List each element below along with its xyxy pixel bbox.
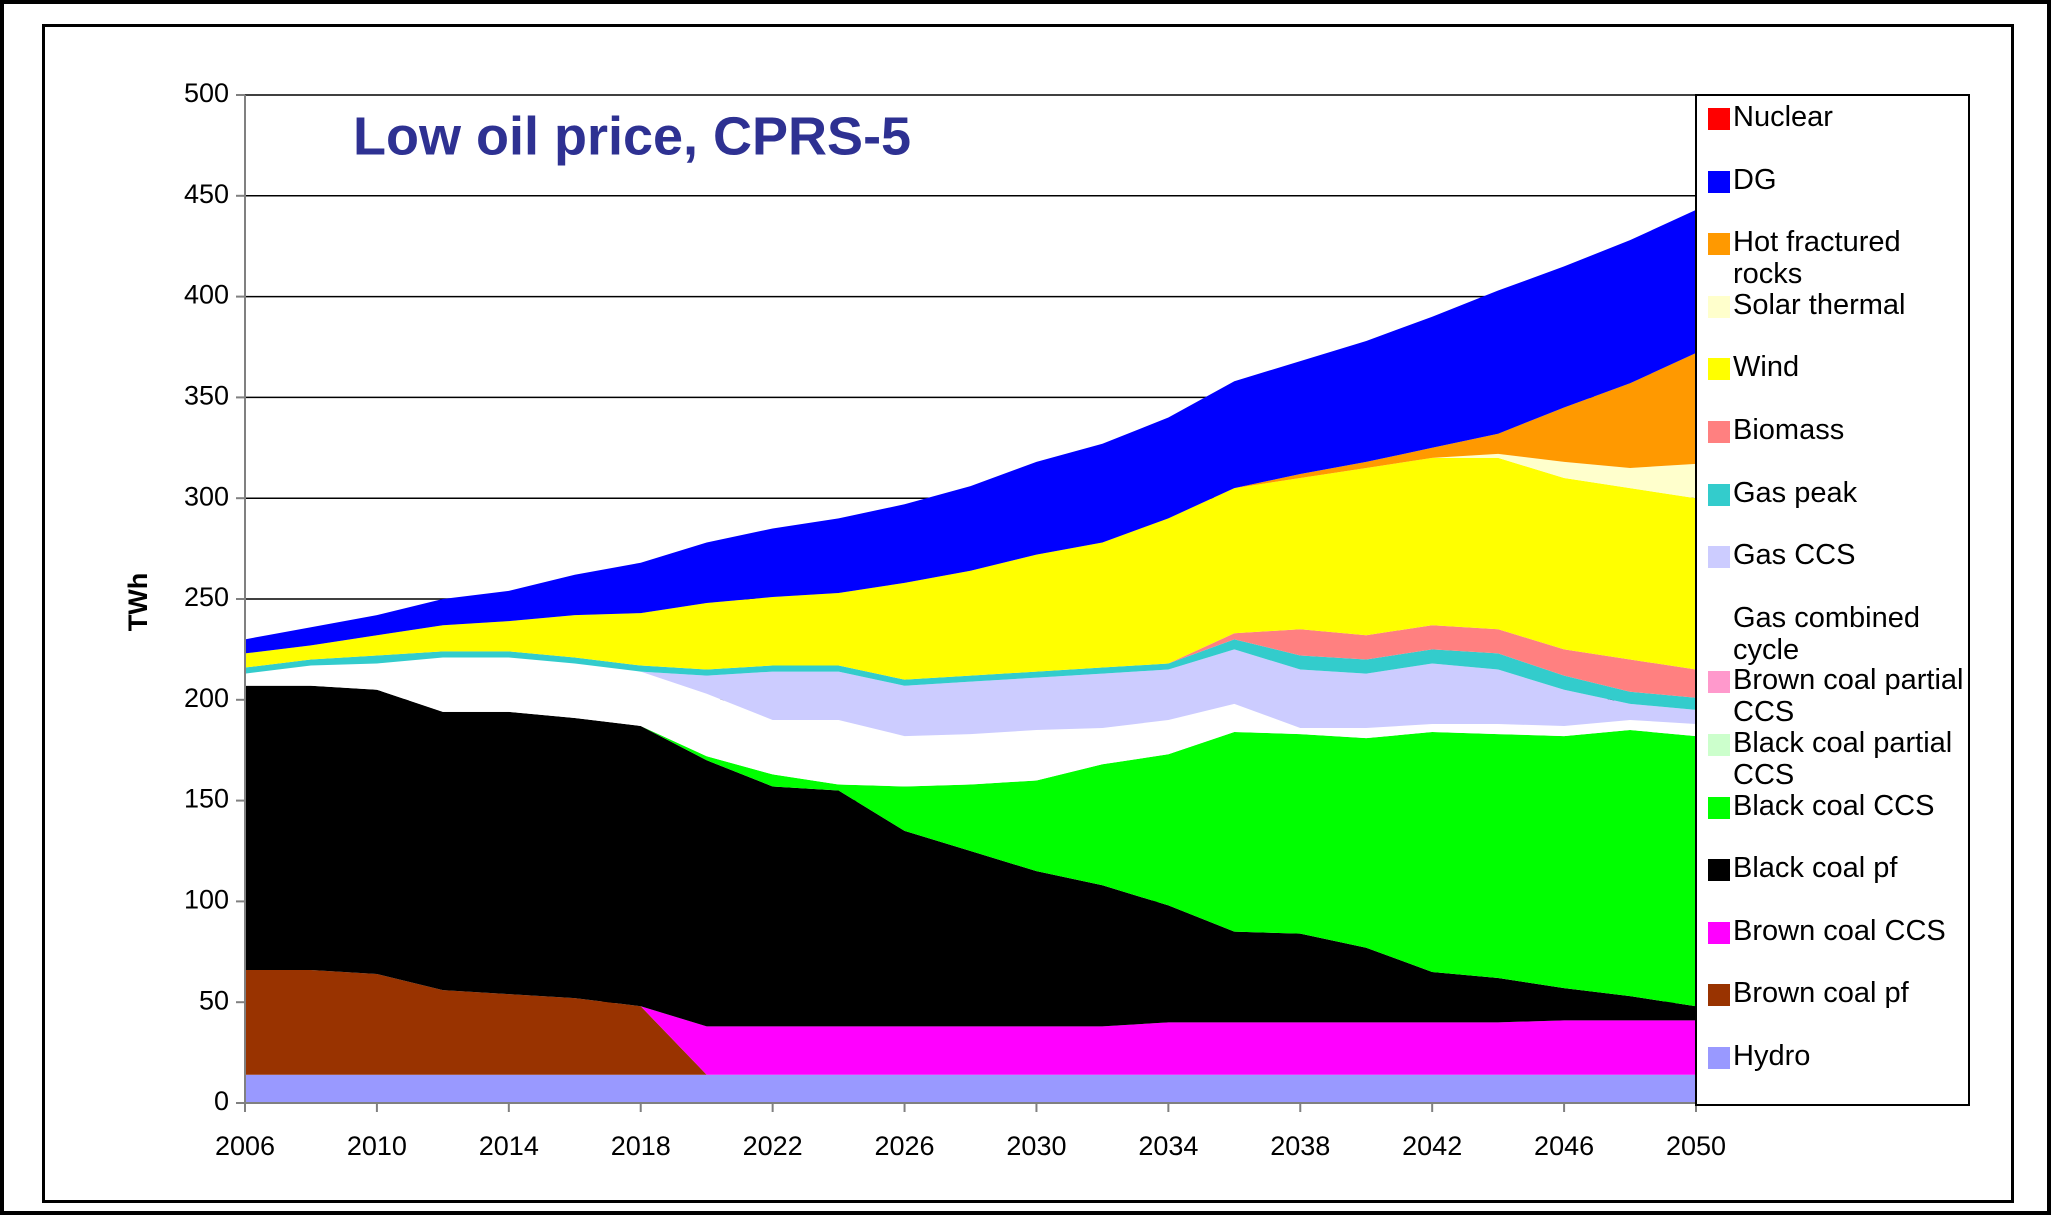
y-tick-label: 150: [184, 784, 229, 814]
x-tick-label: 2010: [347, 1131, 407, 1161]
legend-swatch: [1708, 608, 1730, 631]
area: [245, 1074, 1696, 1103]
legend-label: Gas combined cycle: [1733, 601, 1920, 666]
legend-label: Hot fractured rocks: [1733, 226, 1901, 291]
legend-swatch: [1708, 170, 1730, 193]
legend-label: Hydro: [1733, 1040, 1811, 1072]
x-tick-label: 2022: [743, 1131, 803, 1161]
x-tick-label: 2050: [1666, 1131, 1726, 1161]
area: [245, 685, 1696, 1007]
area: [245, 457, 1696, 680]
area: [245, 657, 1696, 787]
areas: [245, 209, 1696, 1103]
legend-swatch: [1708, 671, 1730, 694]
x-tick-label: 2034: [1138, 1131, 1198, 1161]
legend-label: Brown coal partial CCS: [1733, 664, 1964, 729]
y-tick-label: 0: [214, 1086, 229, 1116]
legend-label: DG: [1733, 163, 1777, 196]
legend-swatch: [1708, 984, 1730, 1007]
x-tick-label: 2026: [875, 1131, 935, 1161]
x-tick-label: 2038: [1270, 1131, 1330, 1161]
legend-swatch: [1708, 796, 1730, 819]
x-tick-label: 2018: [611, 1131, 671, 1161]
legend-label: Black coal CCS: [1733, 789, 1935, 822]
legend-label: Biomass: [1733, 414, 1845, 446]
area: [245, 685, 1696, 1027]
legend-swatch: [1708, 358, 1730, 381]
area: [245, 649, 1696, 737]
y-tick-label: 500: [184, 78, 229, 108]
legend-label: Brown coal pf: [1733, 977, 1909, 1010]
chart-title: Low oil price, CPRS-5: [353, 106, 911, 166]
x-tick-label: 2042: [1402, 1131, 1462, 1161]
legend-swatch: [1708, 921, 1730, 944]
legend-label: Black coal partial CCS: [1733, 727, 1953, 791]
legend-label: Brown coal CCS: [1733, 914, 1946, 947]
y-tick-label: 350: [184, 381, 229, 411]
legend-label: Solar thermal: [1733, 288, 1906, 321]
legend-swatch: [1708, 233, 1730, 256]
x-tick-label: 2030: [1006, 1131, 1066, 1161]
y-tick-label: 50: [199, 985, 229, 1015]
legend-swatch: [1708, 859, 1730, 882]
legend-label: Gas CCS: [1733, 539, 1856, 572]
legend-swatch: [1708, 734, 1730, 756]
legend-swatch: [1708, 295, 1730, 318]
legend-box: [1695, 94, 1970, 1106]
legend-swatch: [1708, 1047, 1730, 1069]
legend-swatch: [1708, 546, 1730, 569]
y-tick-label: 450: [184, 179, 229, 209]
x-tick-label: 2014: [479, 1131, 539, 1161]
area: [245, 453, 1696, 654]
y-tick-label: 400: [184, 280, 229, 310]
area: [245, 969, 1696, 1075]
area: [245, 625, 1696, 698]
x-tick-label: 2006: [215, 1131, 275, 1161]
legend-label: Black coal pf: [1733, 852, 1898, 885]
legend-swatch: [1708, 483, 1730, 506]
y-tick-label: 300: [184, 481, 229, 511]
area: [245, 969, 1696, 1075]
legend-swatch: [1708, 108, 1730, 130]
legend-swatch: [1708, 421, 1730, 443]
legend-label: Wind: [1733, 351, 1800, 384]
y-tick-label: 100: [184, 885, 229, 915]
x-tick-label: 2046: [1534, 1131, 1594, 1161]
legend-label: Gas peak: [1733, 476, 1858, 509]
legend-label: Nuclear: [1733, 101, 1833, 133]
y-tick-label: 200: [184, 683, 229, 713]
y-axis-label: TWh: [123, 573, 153, 631]
area: [245, 209, 1696, 654]
y-tick-label: 250: [184, 582, 229, 612]
